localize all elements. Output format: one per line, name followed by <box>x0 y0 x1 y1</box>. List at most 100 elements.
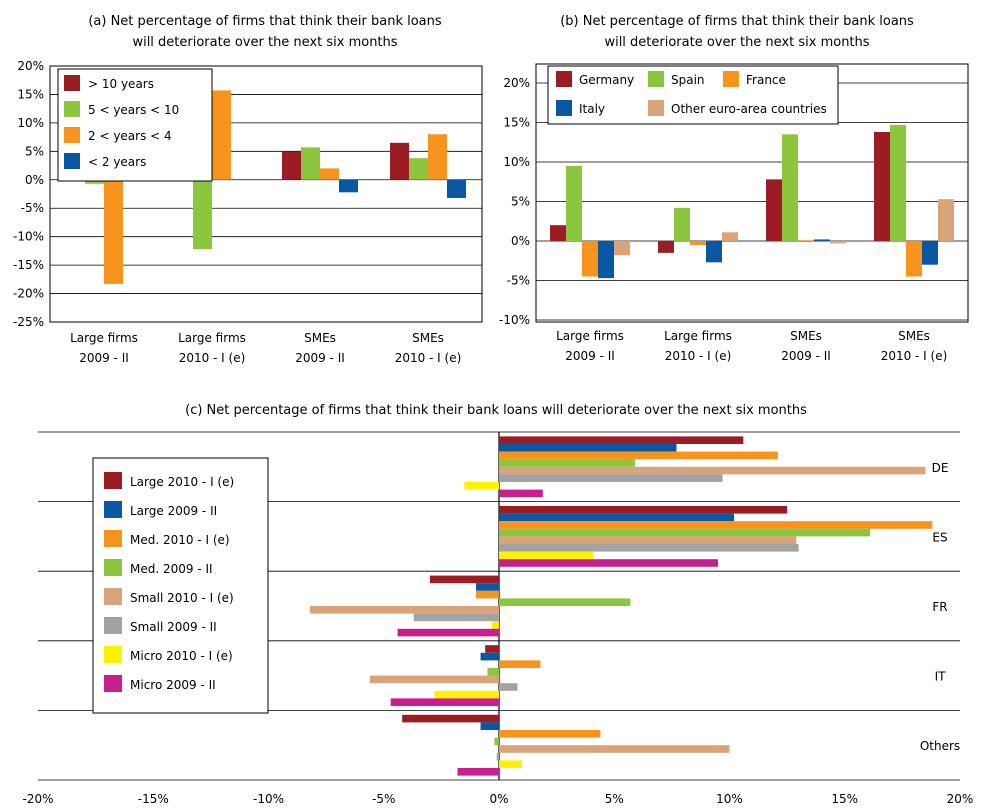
chart-c-bar <box>499 466 926 475</box>
chart-a-title-line-2: will deteriorate over the next six month… <box>132 35 397 50</box>
chart-b-title-line-1: (b) Net percentage of firms that think t… <box>560 14 914 29</box>
chart-c-x-tick-label: -20% <box>22 792 53 806</box>
chart-b-category-label: Large firms <box>556 329 624 343</box>
chart-b-category-label: 2010 - I (e) <box>881 349 948 363</box>
chart-a-y-tick-label: 10% <box>17 116 44 130</box>
chart-c-bar <box>492 621 499 629</box>
chart-c-legend-label: Micro 2009 - II <box>130 678 216 692</box>
chart-c-bar <box>480 652 499 661</box>
chart-a-legend-swatch <box>64 127 80 143</box>
chart-b-bar <box>798 240 814 241</box>
chart-a-bar <box>212 90 231 180</box>
chart-panel-a: (a) Net percentage of firms that think t… <box>13 14 483 365</box>
chart-c-category-label: FR <box>932 600 947 614</box>
chart-b-legend: Germany Spain France Italy Other euro-area c… <box>547 65 839 125</box>
chart-a-category-label: SMEs <box>412 331 444 345</box>
chart-b-bar <box>938 199 954 241</box>
chart-a-bar <box>339 179 358 193</box>
chart-a-title-line-1: (a) Net percentage of firms that think t… <box>88 14 442 29</box>
chart-b-category-label: SMEs <box>898 329 930 343</box>
chart-c-bar <box>464 482 499 490</box>
chart-a-bar <box>301 147 320 180</box>
chart-c-bar <box>496 752 499 761</box>
chart-a-category-label: 2010 - I (e) <box>395 351 462 365</box>
chart-a-bar <box>104 179 123 284</box>
chart-c-legend-swatch <box>104 617 122 634</box>
chart-a-category-label: 2010 - I (e) <box>179 351 246 365</box>
chart-b-bar <box>706 241 722 263</box>
chart-b-legend-swatch <box>556 100 572 116</box>
chart-c-legend-label: Med. 2010 - I (e) <box>130 533 230 547</box>
chart-b-category-label: Large firms <box>664 329 732 343</box>
chart-a-bar <box>409 158 428 180</box>
chart-b-bar <box>814 239 830 241</box>
chart-c-bar <box>485 645 499 653</box>
chart-c-x-tick-label: 10% <box>716 792 743 806</box>
chart-c-legend-swatch <box>104 675 122 692</box>
chart-c-legend: Large 2010 - I (e) Large 2009 - II Med. 20… <box>92 457 269 714</box>
chart-c-bar <box>499 683 518 691</box>
chart-c-x-tick-label: -15% <box>138 792 169 806</box>
chart-b-y-tick-label: -10% <box>499 313 530 327</box>
chart-a-legend-swatch <box>64 75 80 91</box>
chart-b-bar <box>690 241 706 245</box>
chart-b-title-line-2: will deteriorate over the next six month… <box>604 35 869 50</box>
chart-c-x-tick-label: 5% <box>605 792 624 806</box>
chart-a-y-tick-label: -15% <box>13 258 44 272</box>
chart-b-legend-label: Other euro-area countries <box>671 102 827 116</box>
chart-c-x-tick-label: -10% <box>253 792 284 806</box>
chart-b-category-label: 2010 - I (e) <box>665 349 732 363</box>
chart-b-y-tick-label: 20% <box>503 76 530 90</box>
chart-panel-b: (b) Net percentage of firms that think t… <box>499 14 969 363</box>
chart-c-bar <box>499 559 718 567</box>
chart-a-bar <box>428 134 447 180</box>
chart-b-bar <box>830 241 846 244</box>
chart-b-legend-box <box>547 65 839 125</box>
chart-c-bar <box>499 451 778 460</box>
chart-a-bar <box>282 151 301 180</box>
chart-b-legend-swatch <box>648 71 664 87</box>
chart-a-bar <box>390 142 409 180</box>
chart-b-bar <box>566 165 582 241</box>
chart-c-bar <box>480 722 499 730</box>
chart-b-y-tick-label: 15% <box>503 116 530 130</box>
chart-panel-c: (c) Net percentage of firms that think t… <box>22 403 973 806</box>
chart-c-bar <box>402 714 499 723</box>
chart-c-bar <box>413 613 499 622</box>
chart-c-bar <box>457 768 499 776</box>
chart-a-legend-swatch <box>64 101 80 117</box>
chart-c-bar <box>499 528 871 537</box>
chart-c-x-tick-label: 20% <box>947 792 974 806</box>
chart-b-bar <box>906 241 922 277</box>
chart-b-legend-label: Germany <box>579 73 634 87</box>
chart-c-title: (c) Net percentage of firms that think t… <box>185 403 807 418</box>
chart-b-y-tick-label: 10% <box>503 155 530 169</box>
chart-c-bar <box>499 760 523 768</box>
chart-c-category-label: ES <box>932 530 947 544</box>
chart-a-bar <box>193 179 212 250</box>
chart-a-legend: > 10 years 5 < years < 10 2 < years < 4 < 2… <box>57 68 213 182</box>
chart-c-category-label: DE <box>932 461 949 475</box>
chart-b-bar <box>922 241 938 265</box>
chart-c-legend-swatch <box>104 559 122 576</box>
chart-a-y-tick-label: 0% <box>25 173 44 187</box>
chart-c-x-tick-label: 15% <box>831 792 858 806</box>
chart-c-legend-box <box>92 457 269 714</box>
chart-b-bar <box>674 207 690 241</box>
chart-c-bar <box>397 628 499 637</box>
chart-c-legend-swatch <box>104 588 122 605</box>
chart-c-bar <box>499 444 677 452</box>
chart-c-legend-swatch <box>104 530 122 547</box>
chart-c-x-tick-label: -5% <box>372 792 395 806</box>
chart-b-bar <box>658 241 674 253</box>
chart-b-bar <box>782 134 798 241</box>
chart-a-category-label: Large firms <box>178 331 246 345</box>
chart-a-category-label: Large firms <box>70 331 138 345</box>
chart-c-bar <box>499 745 730 753</box>
chart-c-legend-swatch <box>104 472 122 489</box>
chart-a-y-tick-label: 5% <box>25 144 44 158</box>
chart-b-bar <box>582 241 598 277</box>
chart-a-legend-label: 5 < years < 10 <box>88 103 179 117</box>
chart-c-legend-label: Med. 2009 - II <box>130 562 213 576</box>
chart-c-legend-label: Micro 2010 - I (e) <box>130 649 233 663</box>
